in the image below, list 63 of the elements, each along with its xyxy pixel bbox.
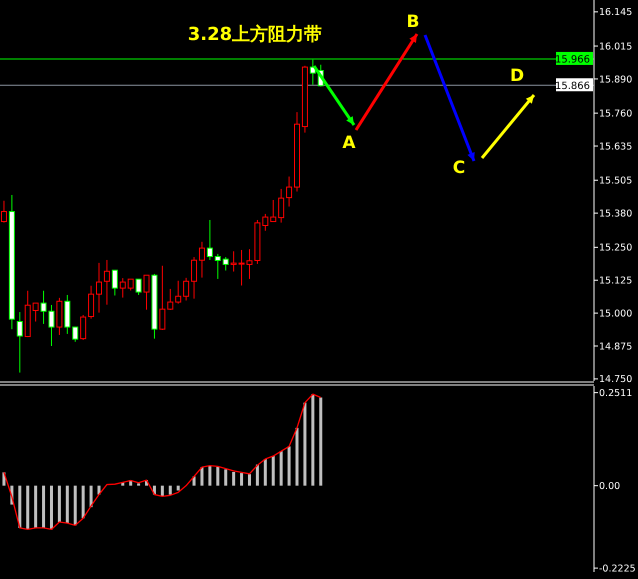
bar [311,394,314,486]
bar [18,486,22,528]
bar [216,466,220,486]
candlestick [48,304,54,347]
y-tick-label: 14.875 [599,341,632,352]
ref-line-label: 15.866 [555,80,590,92]
y-tick-label: 15.125 [599,276,632,287]
bar [303,402,306,486]
bar [208,466,212,486]
bar [82,486,85,518]
bar [26,486,30,530]
candlestick [104,259,110,306]
bar [248,474,251,486]
bar [74,486,77,526]
candlestick [96,262,102,314]
y-tick-label: 16.015 [599,41,632,52]
bar [240,473,244,486]
bar [58,486,61,522]
bar [296,428,298,486]
y-tick-label: -0.2225 [599,563,636,574]
candlestick [246,248,252,280]
line-series [3,394,322,530]
bar [42,486,46,528]
y-tick-label: 14.750 [599,374,632,386]
bar [66,486,69,524]
bar [168,486,172,495]
bar [232,472,236,486]
y-tick-label: 15.000 [599,308,632,320]
annotation: D [510,66,524,86]
bar [50,486,53,530]
bar [272,456,275,486]
y-tick-label: 15.760 [599,108,632,120]
bar [256,464,259,486]
text: 3.28上方阻力带 [188,24,322,45]
bar [200,467,204,486]
bar [224,469,228,486]
bar [34,486,38,528]
candlestick [238,249,245,286]
bar [176,486,180,490]
y-tick-label: 15.250 [599,242,632,254]
annotation: A [342,133,356,153]
y-tick-label: 0.2511 [599,388,632,399]
annotation: B [406,12,420,32]
bar [319,397,322,486]
y-tick-label: 15.380 [599,208,632,220]
y-tick-label: 15.890 [599,74,632,86]
bar [160,486,164,496]
candlestick [286,176,292,208]
annotation: C [452,158,466,178]
ref-line-label: 15.966 [555,54,590,66]
bar [288,446,291,486]
y-tick-label: 15.635 [599,141,632,152]
bar [90,486,93,508]
bar [264,458,267,486]
candlestick [16,312,23,374]
y-tick-label: 0.00 [599,480,620,492]
y-tick-label: 15.505 [599,176,632,187]
y-tick-label: 16.145 [599,7,632,18]
candlestick [278,188,284,224]
candlestick [8,194,15,330]
candlestick [230,250,237,272]
candlestick [40,290,47,324]
bar [280,451,283,486]
